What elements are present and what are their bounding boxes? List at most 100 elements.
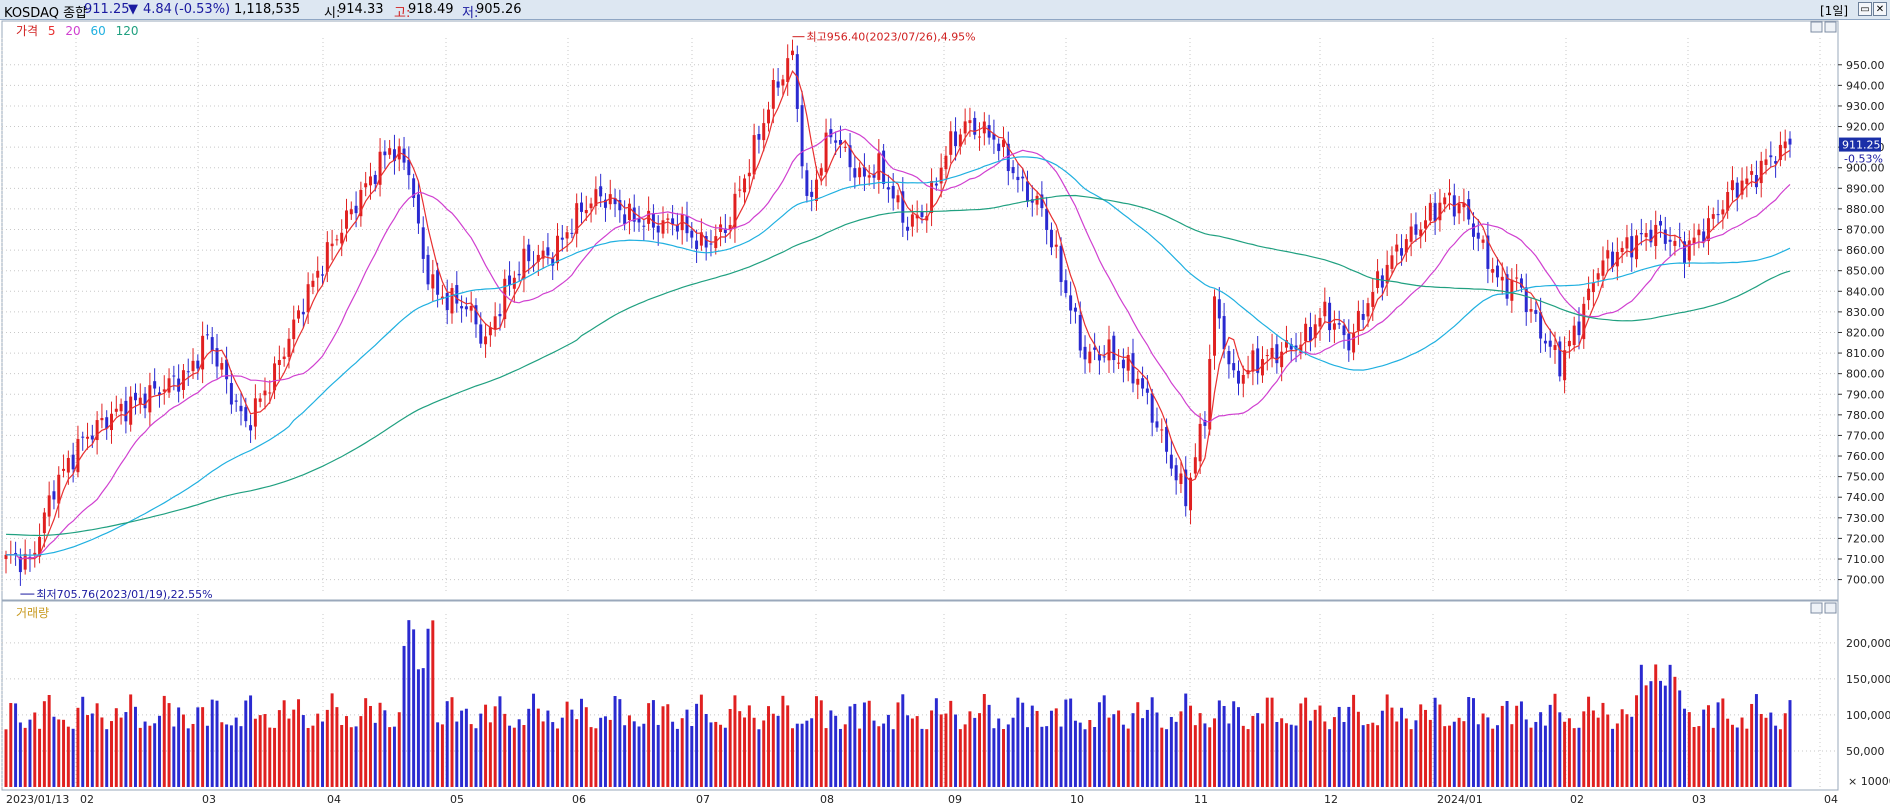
candle-body <box>814 179 818 202</box>
price-tick-label: 940.00 <box>1846 79 1885 92</box>
candle-body <box>1136 378 1140 385</box>
price-tick-label: 850.00 <box>1846 265 1885 278</box>
period-button[interactable]: [1일] <box>1820 4 1849 18</box>
legend-ma20: 20 <box>65 24 81 38</box>
volume-bar <box>651 700 655 787</box>
candle-body <box>1361 314 1365 320</box>
low-annotation: 최저705.76(2023/01/19),22.55% <box>36 588 212 601</box>
candle-body <box>1716 214 1720 216</box>
volume-bar <box>1376 725 1380 787</box>
price-tick-label: 890.00 <box>1846 182 1885 195</box>
candle-body <box>153 381 157 389</box>
candle-body <box>968 120 972 124</box>
candle-body <box>1495 265 1499 278</box>
volume-bar <box>1515 705 1519 787</box>
candle-body <box>527 244 531 262</box>
candle-body <box>1323 301 1327 317</box>
candle-body <box>215 348 219 367</box>
candle-body <box>776 81 780 88</box>
candle-body <box>709 243 713 245</box>
volume-bar <box>1539 712 1543 787</box>
volume-bar <box>205 725 209 787</box>
volume-bar <box>81 696 85 787</box>
candle-body <box>1227 351 1231 365</box>
volume-bar <box>848 706 852 787</box>
volume-bar <box>1462 721 1466 787</box>
candle-body <box>23 553 27 570</box>
volume-bar <box>1553 693 1557 787</box>
volume-bar <box>1361 725 1365 787</box>
candle-body <box>1404 239 1408 253</box>
volume-bar <box>508 725 512 787</box>
volume-bar <box>891 729 895 787</box>
volume-bar <box>1318 705 1322 787</box>
candle-body <box>1754 175 1758 188</box>
candle-body <box>1160 429 1164 431</box>
volume-bar <box>1721 698 1725 787</box>
volume-bar <box>838 728 842 787</box>
volume-bar <box>1126 728 1130 787</box>
price-tick-label: 860.00 <box>1846 244 1885 257</box>
candle-body <box>1567 340 1571 347</box>
volume-bar <box>690 726 694 787</box>
candle-body <box>71 454 75 470</box>
volume-bar <box>522 725 526 787</box>
volume-bar <box>560 717 564 787</box>
volume-bar <box>1169 716 1173 787</box>
panel-close-icon[interactable] <box>1824 21 1837 33</box>
candle-body <box>436 270 440 295</box>
candle-body <box>1371 291 1375 307</box>
candle-body <box>191 360 195 372</box>
candle-body <box>268 392 272 394</box>
panel-restore-icon[interactable] <box>1810 602 1823 614</box>
price-tick-label: 870.00 <box>1846 224 1885 237</box>
candle-body <box>81 436 85 438</box>
volume-bar <box>1025 727 1029 787</box>
candle-body <box>479 324 483 344</box>
volume-bar <box>407 620 411 787</box>
candle-body <box>997 143 1001 152</box>
volume-bar <box>1759 713 1763 787</box>
candle-body <box>829 129 833 138</box>
candle-body <box>1121 359 1125 369</box>
volume-bar <box>1409 729 1413 787</box>
volume-bar <box>1352 694 1356 787</box>
volume-bar <box>1347 706 1351 787</box>
candle-body <box>762 123 766 141</box>
candle-body <box>426 254 430 285</box>
candle-body <box>412 178 416 199</box>
volume-bar <box>661 706 665 787</box>
close-icon[interactable]: ✕ <box>1873 2 1887 16</box>
candle-body <box>110 413 113 431</box>
volume-bar <box>776 715 780 787</box>
low-value: 905.26 <box>476 2 522 17</box>
low-label: 저: <box>462 6 479 21</box>
volume-bar <box>1730 724 1734 787</box>
candle-body <box>944 155 948 170</box>
panel-restore-icon[interactable] <box>1810 21 1823 33</box>
candle-body <box>1750 171 1754 175</box>
volume-bar <box>1323 721 1327 787</box>
panel-close-icon[interactable] <box>1824 602 1837 614</box>
volume-bar <box>1644 685 1648 787</box>
volume-bar <box>368 705 372 787</box>
volume-bar <box>1659 680 1663 787</box>
volume-bar <box>805 720 809 787</box>
candle-body <box>987 125 991 138</box>
candle-body <box>100 417 104 421</box>
volume-bar <box>1438 704 1442 787</box>
candle-body <box>1347 333 1351 351</box>
volume-bar <box>157 715 161 787</box>
volume-bar <box>1160 727 1164 787</box>
candle-body <box>1059 245 1063 283</box>
restore-icon[interactable]: ▭ <box>1858 2 1872 16</box>
candle-body <box>1107 339 1111 361</box>
stock-chart[interactable]: 700.00 710.00 720.00 730.00 740.00 750.00 760.… <box>0 20 1890 810</box>
volume-bar <box>858 728 862 787</box>
volume-bar <box>666 704 670 787</box>
volume-bar <box>1486 717 1490 787</box>
volume-bar <box>1179 711 1183 787</box>
candle-body <box>800 105 804 167</box>
candle-body <box>656 225 660 233</box>
volume-bar <box>215 700 219 787</box>
